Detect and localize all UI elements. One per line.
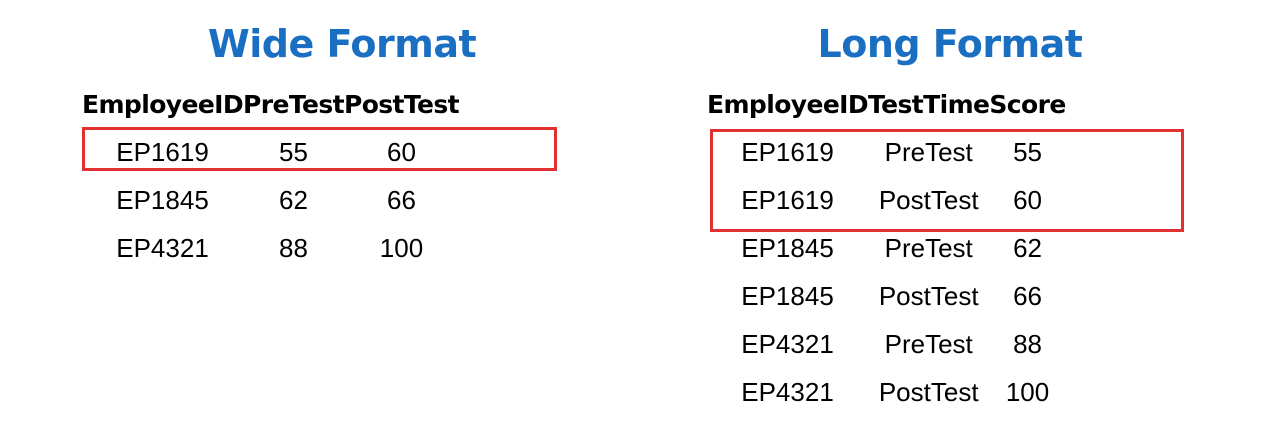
table-header-row: EmployeeID PreTest PostTest xyxy=(82,80,460,128)
table-cell: EP1619 xyxy=(741,136,834,167)
highlight-box-long xyxy=(710,129,1184,232)
table-cell: PreTest xyxy=(884,328,973,359)
table-row: EP1845 PreTest 62 xyxy=(707,224,1066,272)
column-header: PreTest xyxy=(243,89,345,119)
table-row: EP1845 62 66 xyxy=(82,176,459,224)
table-cell: EP4321 xyxy=(741,328,834,359)
long-format-title: Long Format xyxy=(817,22,1083,66)
table-cell: EP1619 xyxy=(741,184,834,215)
table-cell: EP4321 xyxy=(741,376,834,407)
long-format-table: EmployeeID TestTime Score EP1619 PreTest… xyxy=(707,80,1066,416)
table-header-row: EmployeeID TestTime Score xyxy=(707,80,1066,128)
table-cell: PostTest xyxy=(878,376,979,407)
column-header: EmployeeID xyxy=(707,89,869,119)
column-header: PostTest xyxy=(343,89,460,119)
table-cell: 60 xyxy=(1013,184,1042,215)
table-cell: EP4321 xyxy=(116,232,209,263)
table-cell: 66 xyxy=(387,184,416,215)
column-header: TestTime xyxy=(868,89,990,119)
table-cell: EP1619 xyxy=(116,136,209,167)
table-row: EP4321 PreTest 88 xyxy=(707,320,1066,368)
table-row: EP1845 PostTest 66 xyxy=(707,272,1066,320)
table-cell: PreTest xyxy=(884,136,973,167)
table-cell: 88 xyxy=(279,232,308,263)
table-cell: EP1845 xyxy=(116,184,209,215)
table-cell: 66 xyxy=(1013,280,1042,311)
table-cell: PostTest xyxy=(878,184,979,215)
table-row: EP1619 PostTest 60 xyxy=(707,176,1066,224)
table-cell: 100 xyxy=(1005,376,1050,407)
table-row: EP4321 88 100 xyxy=(82,224,459,272)
table-cell: 55 xyxy=(1013,136,1042,167)
table-cell: 100 xyxy=(379,232,424,263)
wide-format-title: Wide Format xyxy=(207,22,477,66)
table-cell: 88 xyxy=(1013,328,1042,359)
wide-format-table: EmployeeID PreTest PostTest EP1619 55 60… xyxy=(82,80,460,272)
table-cell: PreTest xyxy=(884,232,973,263)
table-cell: 62 xyxy=(1013,232,1042,263)
table-cell: 62 xyxy=(279,184,308,215)
table-cell: 60 xyxy=(387,136,416,167)
table-cell: 55 xyxy=(279,136,308,167)
column-header: Score xyxy=(989,89,1066,119)
highlight-box-wide xyxy=(82,127,557,171)
table-cell: PostTest xyxy=(878,280,979,311)
table-row: EP4321 PostTest 100 xyxy=(707,368,1066,416)
table-cell: EP1845 xyxy=(741,232,834,263)
table-cell: EP1845 xyxy=(741,280,834,311)
table-row: EP1619 PreTest 55 xyxy=(707,128,1066,176)
table-row: EP1619 55 60 xyxy=(82,128,459,176)
column-header: EmployeeID xyxy=(82,89,244,119)
